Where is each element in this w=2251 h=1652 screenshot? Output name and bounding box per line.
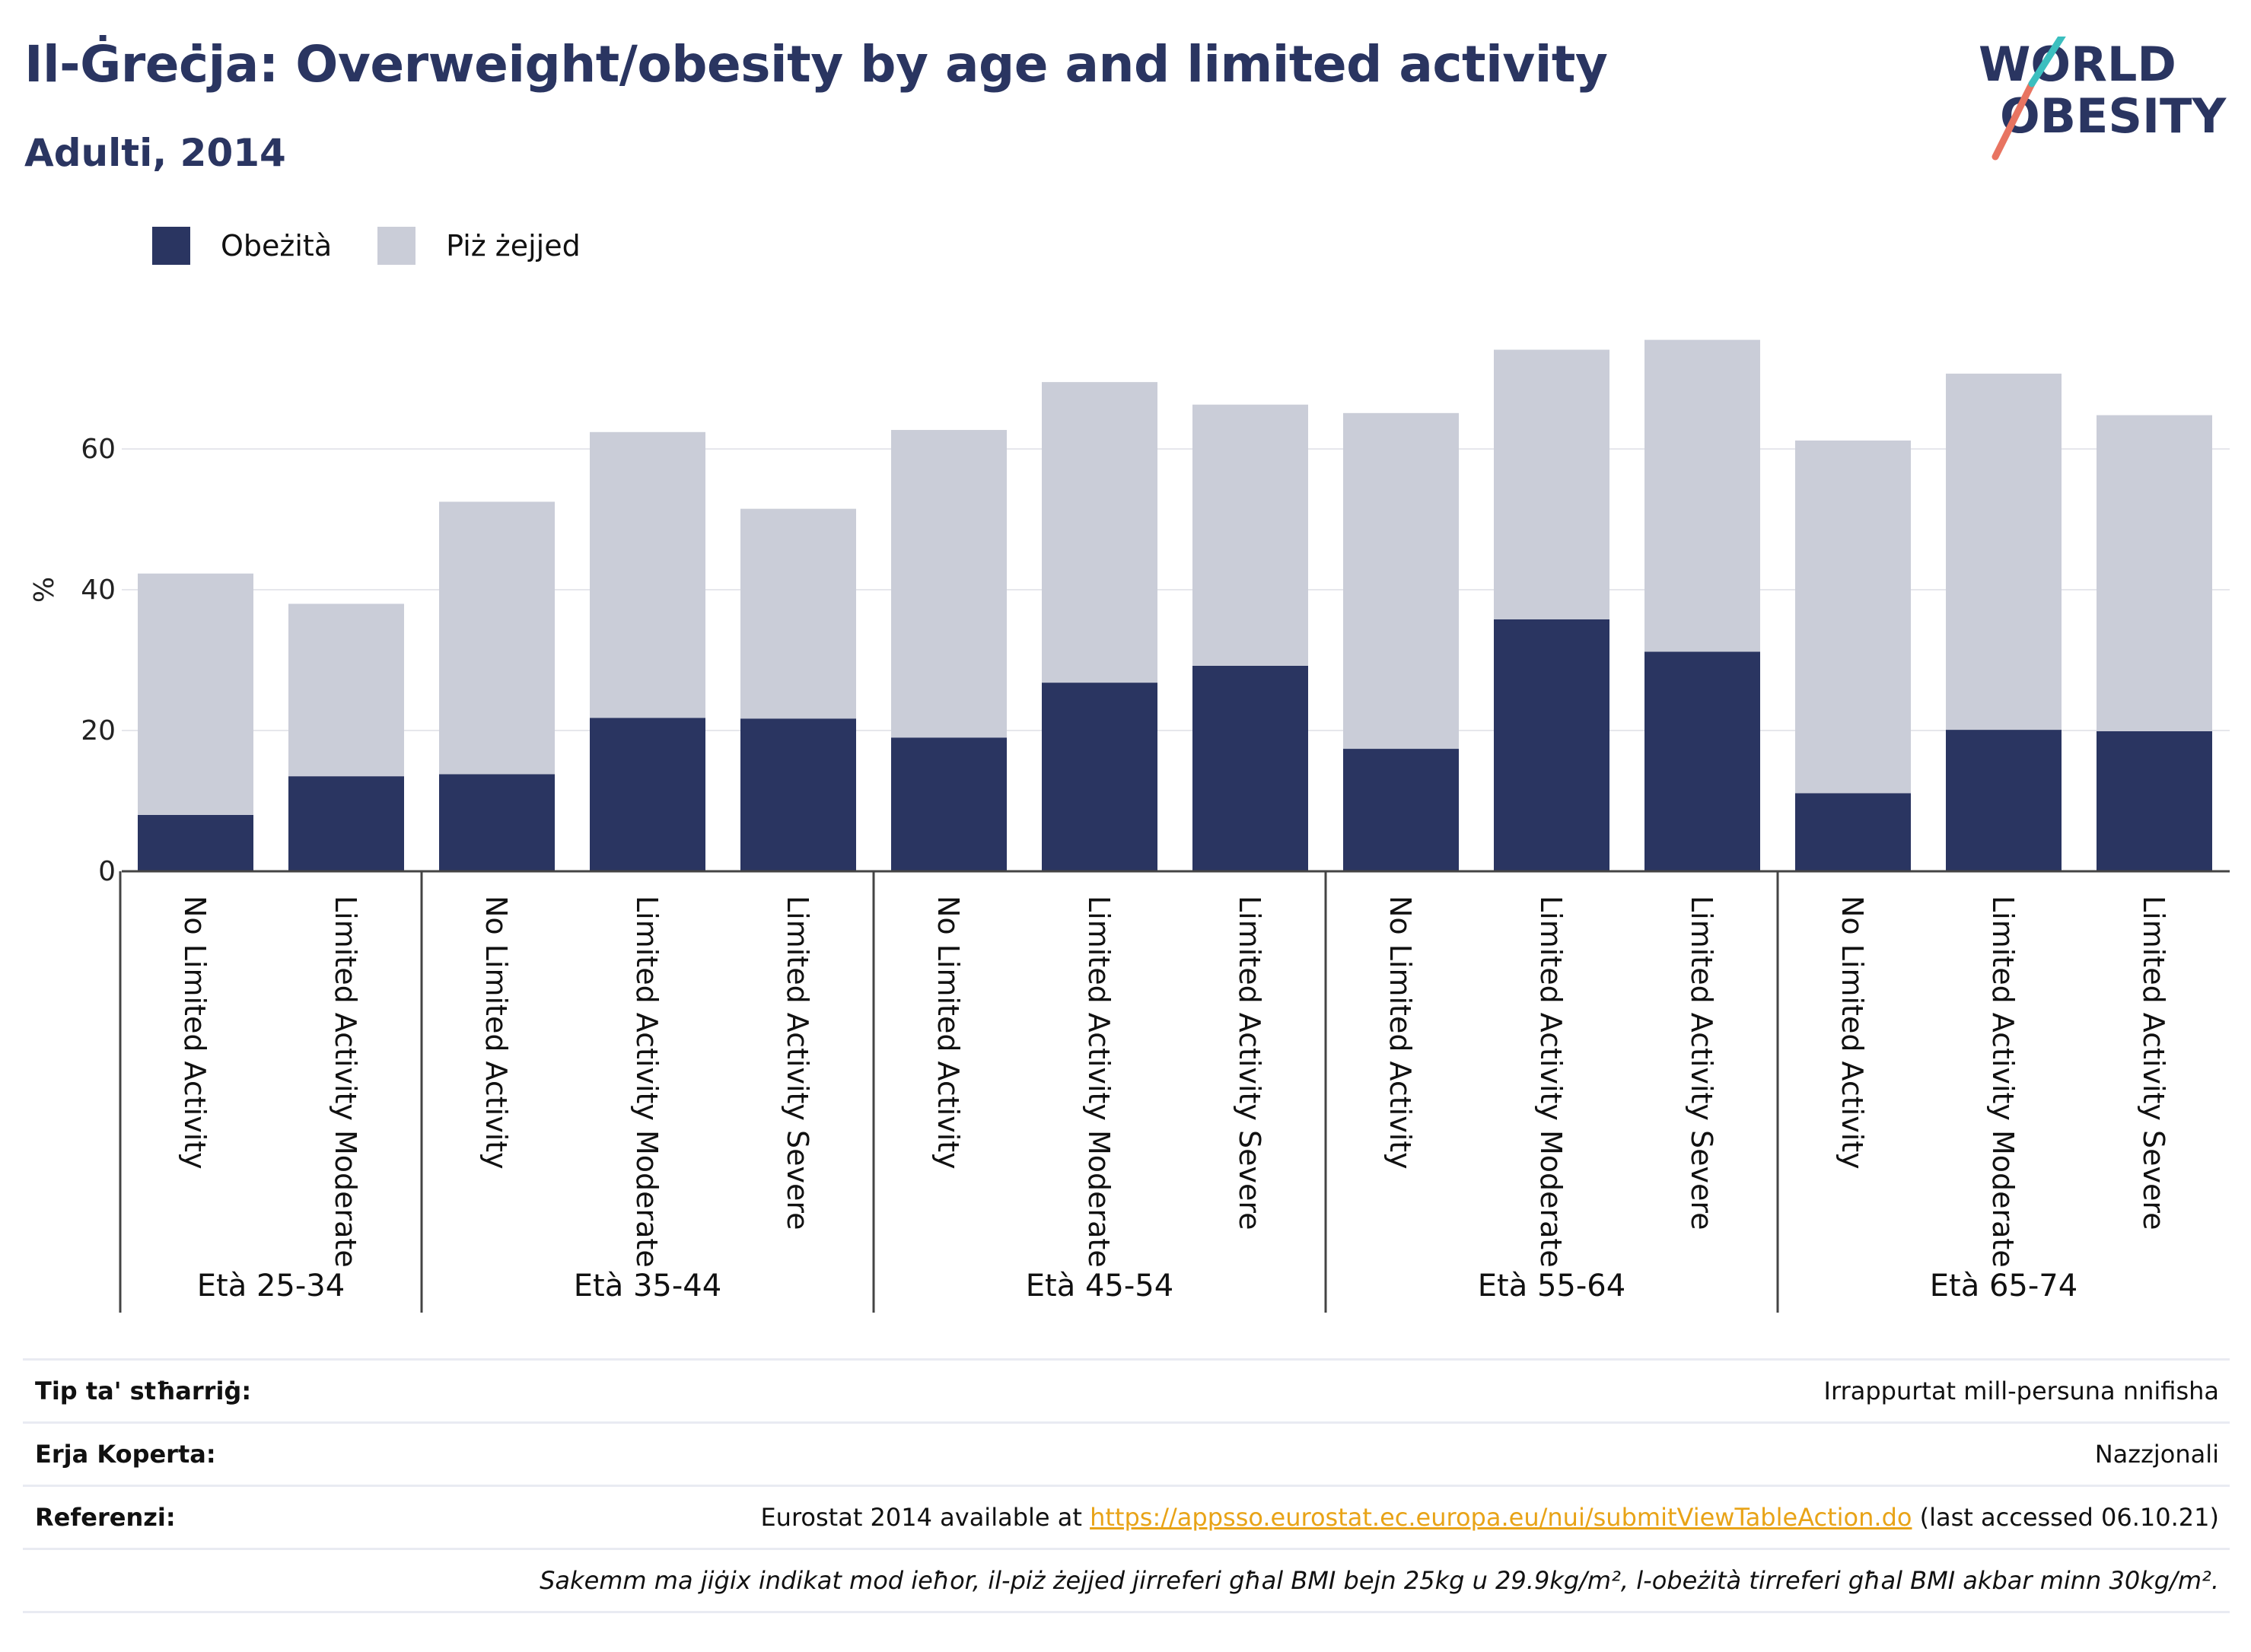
info-row-survey-type: Tip ta' stħarriġ: Irrappurtat mill-persu… (23, 1358, 2230, 1421)
bar-obesity (1192, 665, 1308, 871)
bar-obesity (740, 718, 856, 871)
legend-item-obesity: Obeżità (152, 227, 332, 265)
group-label: Età 35-44 (574, 1268, 721, 1303)
x-category-label: Limited Activity Moderate (1986, 896, 2020, 1268)
group-label: Età 55-64 (1478, 1268, 1625, 1303)
y-tick-label: 40 (81, 575, 116, 606)
group-label: Età 45-54 (1026, 1268, 1173, 1303)
info-value: Eurostat 2014 available at https://appss… (760, 1503, 2219, 1532)
x-category-label: Limited Activity Moderate (1534, 896, 1568, 1268)
page-title: Il-Ġreċja: Overweight/obesity by age and… (24, 35, 1608, 94)
logo-line2: OBESITY (2000, 88, 2227, 144)
bar-obesity (288, 776, 404, 871)
legend-swatch-obesity (152, 227, 190, 265)
bar-overweight (2097, 415, 2212, 731)
legend-label-obesity: Obeżità (221, 229, 333, 263)
bar-obesity (1644, 651, 1760, 871)
bmi-note: Sakemm ma jiġix indikat mod ieħor, il-pi… (540, 1566, 2219, 1595)
x-category-label: No Limited Activity (1383, 896, 1417, 1170)
bar-overweight (590, 431, 705, 718)
bar-obesity (439, 774, 555, 871)
x-category-label: Limited Activity Moderate (1082, 896, 1116, 1268)
y-tick-label: 0 (98, 856, 116, 887)
group-label: Età 65-74 (1930, 1268, 2077, 1303)
stacked-bar-chart: 0 20 40 60% No Limited Activity Limited Activ… (29, 339, 2230, 1313)
logo-line1: WORLD (1979, 37, 2176, 92)
info-value: Nazzjonali (2094, 1440, 2219, 1469)
page-subtitle: Adulti, 2014 (24, 131, 286, 175)
y-tick-label: 60 (81, 434, 116, 465)
bar-overweight (1192, 404, 1308, 666)
bar-overweight (740, 508, 856, 719)
info-row-note: Sakemm ma jiġix indikat mod ieħor, il-pi… (23, 1548, 2230, 1613)
bar-obesity (1946, 730, 2062, 871)
info-key: Tip ta' stħarriġ: (35, 1377, 252, 1405)
bar-overweight (891, 430, 1007, 738)
x-category-label: Limited Activity Severe (2137, 896, 2170, 1230)
bar-obesity (891, 737, 1007, 871)
bar-obesity (1795, 793, 1911, 871)
info-table: Tip ta' stħarriġ: Irrappurtat mill-persu… (23, 1358, 2230, 1613)
x-category-label: Limited Activity Severe (781, 896, 814, 1230)
x-category-label: Limited Activity Severe (1233, 896, 1266, 1230)
x-category-label: No Limited Activity (931, 896, 965, 1170)
bar-obesity (2097, 731, 2212, 871)
reference-suffix: (last accessed 06.10.21) (1912, 1503, 2219, 1532)
reference-link[interactable]: https://appsso.eurostat.ec.europa.eu/nui… (1090, 1503, 1912, 1532)
bar-obesity (1494, 619, 1609, 871)
bar-obesity (590, 718, 705, 871)
bar-overweight (288, 603, 404, 777)
bar-obesity (1343, 749, 1459, 871)
info-value: Irrappurtat mill-persuna nnifisha (1823, 1377, 2219, 1405)
bar-overweight (138, 573, 253, 815)
bar-overweight (439, 501, 555, 775)
world-obesity-logo: WORLD OBESITY (1979, 37, 2227, 161)
x-category-label: No Limited Activity (479, 896, 513, 1170)
bar-obesity (1042, 683, 1157, 871)
info-key: Erja Koperta: (35, 1440, 216, 1469)
y-axis-label: % (29, 577, 60, 603)
bar-overweight (1795, 440, 1911, 794)
bar-overweight (1042, 382, 1157, 683)
legend-label-overweight: Piż żejjed (446, 229, 581, 263)
bar-overweight (1946, 374, 2062, 731)
info-row-references: Referenzi: Eurostat 2014 available at ht… (23, 1485, 2230, 1548)
bar-obesity (138, 815, 253, 871)
bar-overweight (1644, 339, 1760, 652)
y-tick-label: 20 (81, 715, 116, 746)
bar-overweight (1343, 412, 1459, 750)
info-key: Referenzi: (35, 1503, 176, 1532)
group-label: Età 25-34 (197, 1268, 345, 1303)
x-category-label: Limited Activity Moderate (630, 896, 664, 1268)
legend-swatch-overweight (377, 227, 416, 265)
bar-overweight (1494, 349, 1609, 619)
legend-item-overweight: Piż żejjed (377, 227, 581, 265)
x-category-label: Limited Activity Moderate (329, 896, 362, 1268)
x-category-label: No Limited Activity (178, 896, 212, 1170)
x-category-label: No Limited Activity (1836, 896, 1869, 1170)
reference-prefix: Eurostat 2014 available at (760, 1503, 1090, 1532)
info-row-area: Erja Koperta: Nazzjonali (23, 1421, 2230, 1485)
chart-legend: Obeżità Piż żejjed (152, 224, 626, 267)
x-category-label: Limited Activity Severe (1685, 896, 1718, 1230)
